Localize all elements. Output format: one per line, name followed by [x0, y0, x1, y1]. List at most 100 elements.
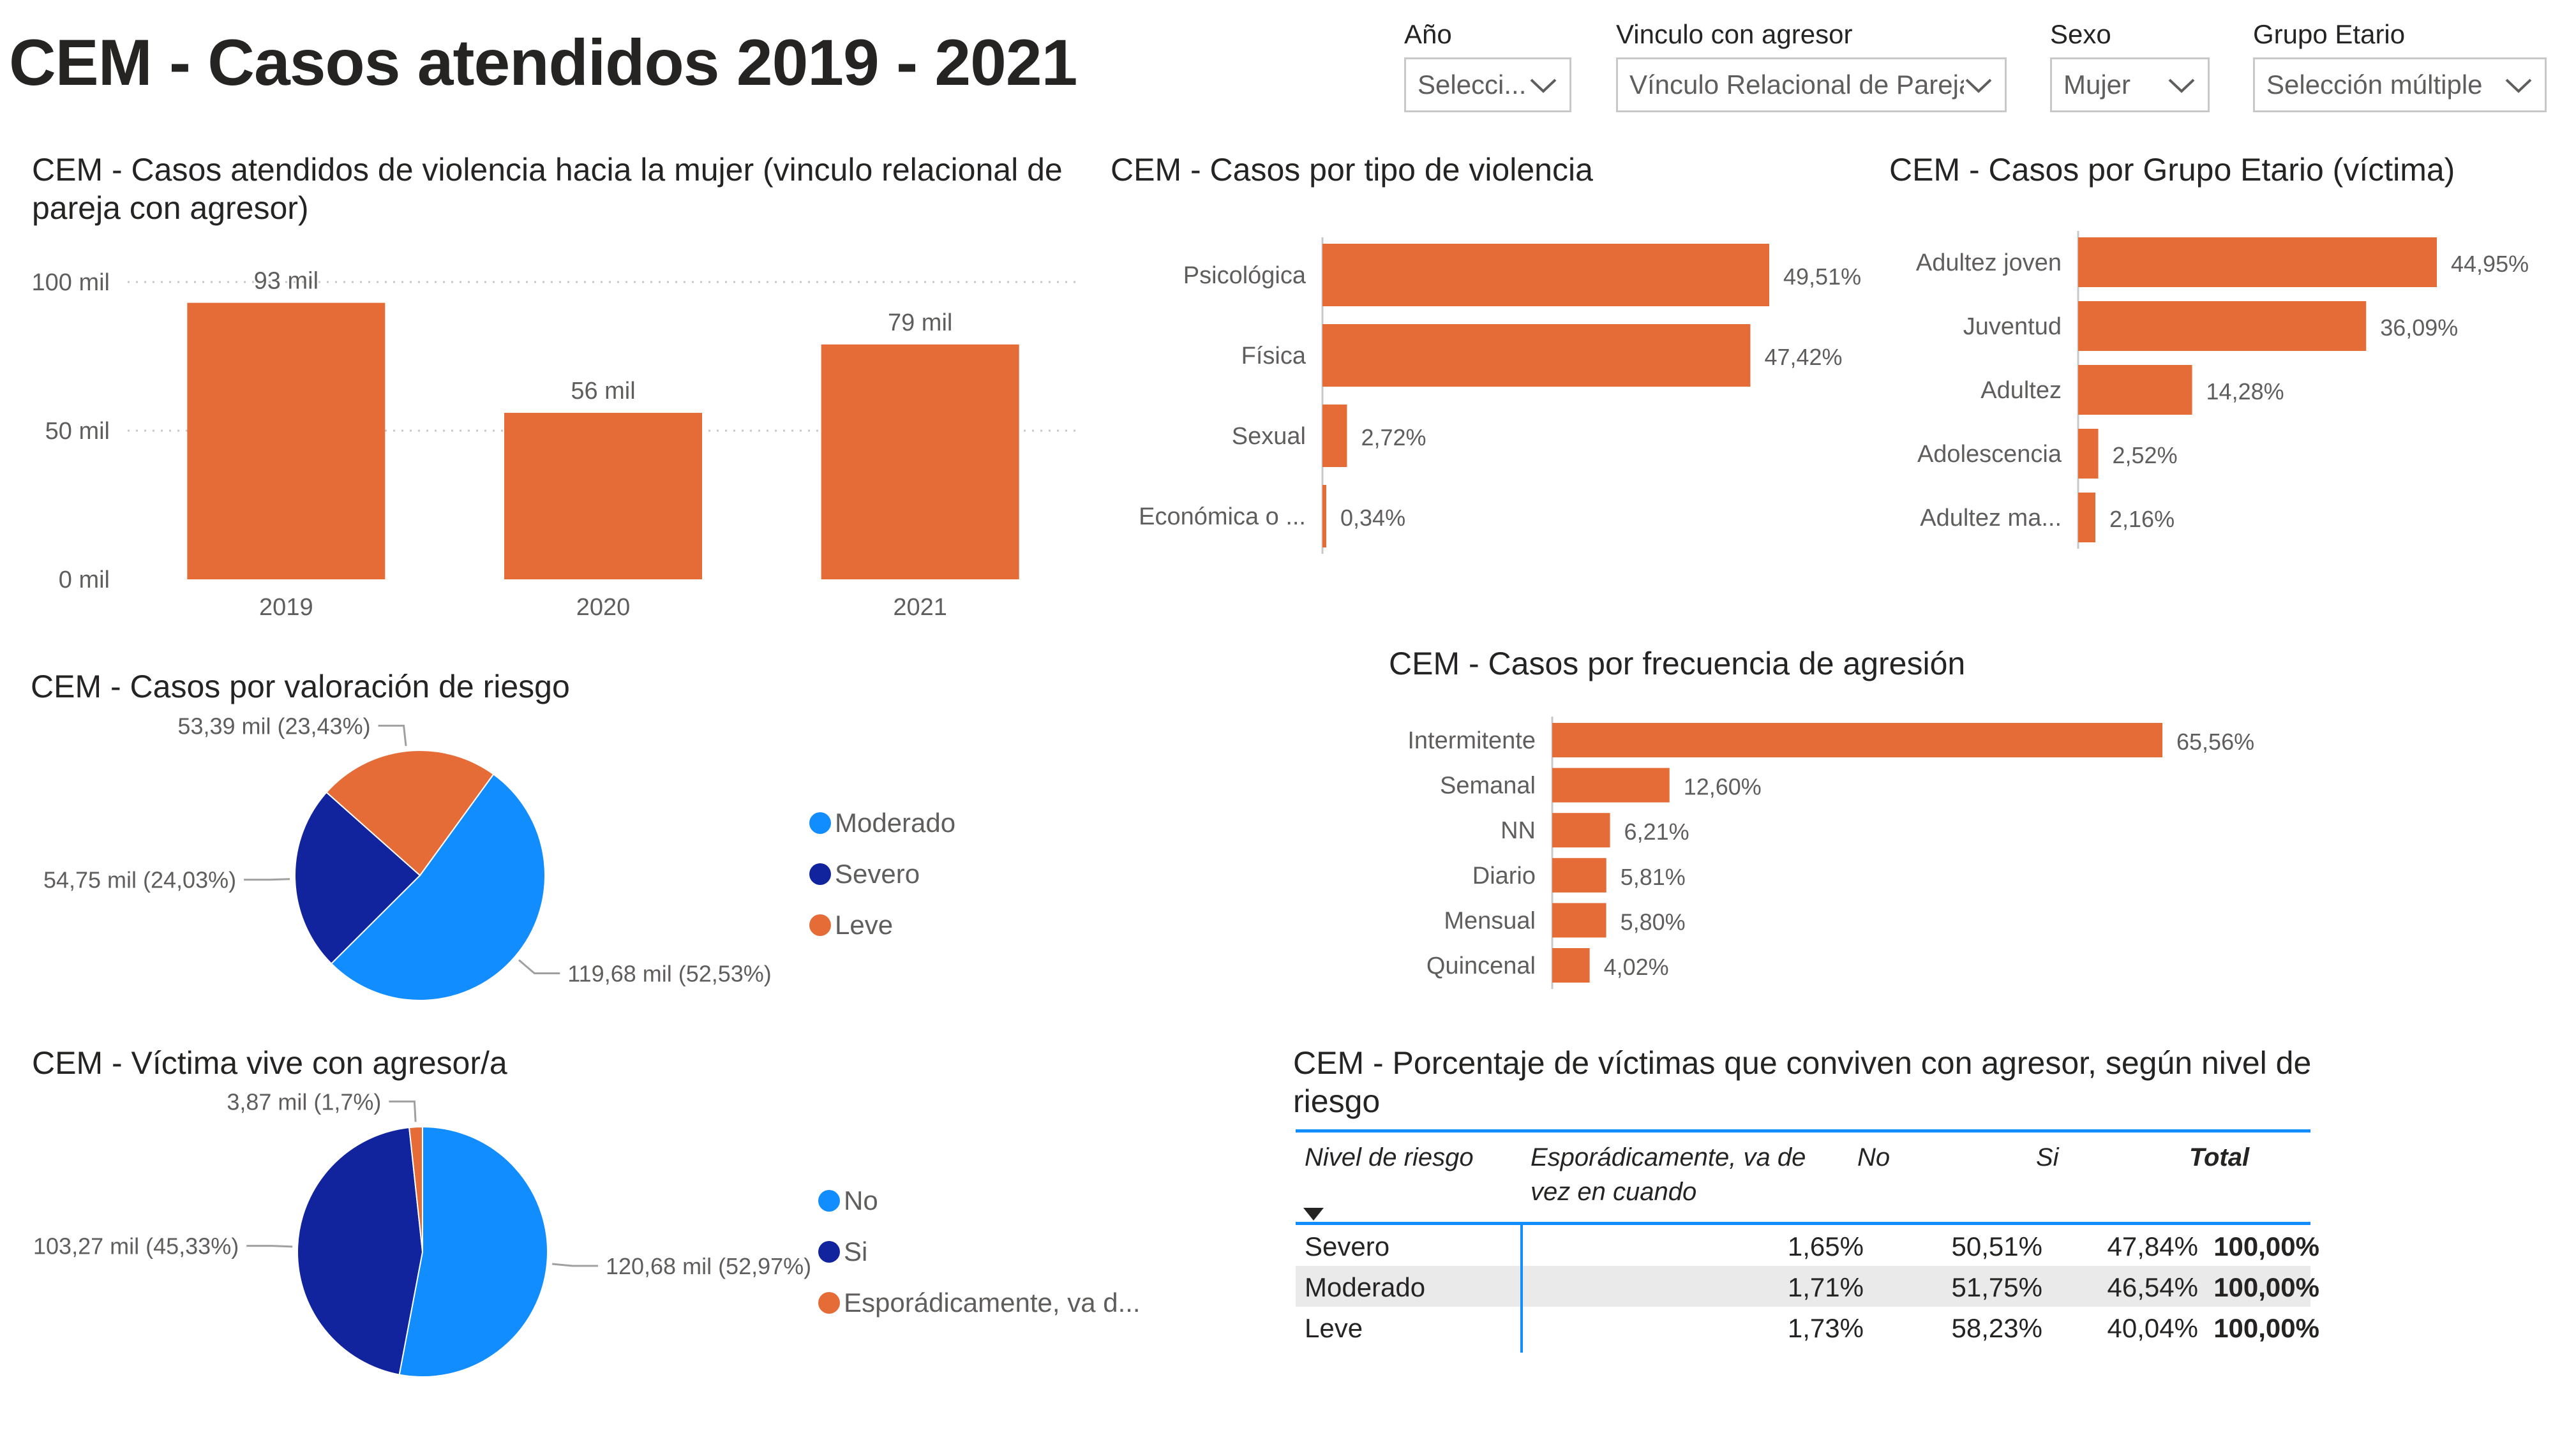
table-cell: 100,00%	[2213, 1231, 2319, 1261]
legend-item-severo[interactable]: Severo	[809, 849, 955, 900]
data-label: 12,60%	[1684, 774, 1762, 800]
data-label: 120,68 mil (52,97%)	[606, 1253, 811, 1279]
data-label: 119,68 mil (52,53%)	[567, 960, 772, 986]
chart-title-etario: CEM - Casos por Grupo Etario (víctima)	[1889, 152, 2455, 188]
chart-title-tabla: CEM - Porcentaje de víctimas que convive…	[1293, 1045, 2312, 1119]
legend-item-leve[interactable]: Leve	[809, 900, 955, 951]
legend-item-esporadicamente[interactable]: Esporádicamente, va d...	[818, 1277, 1141, 1328]
x-tick-label: 2019	[259, 594, 313, 621]
data-label: 53,39 mil (23,43%)	[177, 713, 370, 739]
table-cell: Severo	[1305, 1231, 1390, 1261]
table-cell: 50,51%	[1951, 1231, 2042, 1261]
slicer-sexo: Sexo Mujer	[2050, 19, 2210, 112]
slicer-anio: Año Selecci...	[1404, 19, 1571, 112]
pie-slice-3	[326, 750, 495, 877]
pie-slice-2	[297, 1127, 424, 1376]
category-label: Intermitente	[1407, 727, 1536, 754]
chart-title-tipo: CEM - Casos por tipo de violencia	[1111, 152, 1593, 188]
data-label: 56 mil	[571, 378, 635, 405]
column-header-total[interactable]: Total	[2189, 1143, 2250, 1171]
bar-quincenal	[1552, 948, 1590, 983]
category-label: NN	[1501, 817, 1536, 844]
data-label: 2,52%	[2113, 442, 2178, 468]
chart-title-riesgo: CEM - Casos por valoración de riesgo	[31, 669, 570, 704]
legend-label: Severo	[835, 859, 920, 889]
category-label: Psicológica	[1183, 262, 1306, 289]
slicer-grupo-etario-dropdown[interactable]: Selección múltiple	[2253, 57, 2547, 112]
bar-adolescencia	[2078, 429, 2099, 479]
category-label: Adolescencia	[1917, 441, 2062, 468]
leader-line	[518, 959, 560, 974]
table-cell: Moderado	[1305, 1272, 1426, 1302]
data-label: 3,87 mil (1,7%)	[227, 1088, 381, 1115]
x-tick-label: 2021	[893, 594, 947, 621]
leader-line	[551, 1263, 598, 1267]
slicer-sexo-value: Mujer	[2063, 70, 2131, 100]
slicer-vinculo-label: Vinculo con agresor	[1616, 19, 1853, 49]
legend-label: Si	[844, 1237, 868, 1267]
table-cell: 100,00%	[2213, 1272, 2319, 1302]
pie-slice-3	[408, 1125, 423, 1252]
column-header-si[interactable]: Si	[2036, 1143, 2059, 1171]
category-label: Física	[1241, 343, 1306, 369]
legend-dot	[818, 1292, 840, 1314]
slicer-anio-dropdown[interactable]: Selecci...	[1404, 57, 1571, 112]
slicer-vinculo: Vinculo con agresor Vínculo Relacional d…	[1616, 19, 2007, 112]
y-tick-label: 100 mil	[32, 269, 110, 296]
slicer-grupo-etario-label: Grupo Etario	[2253, 19, 2406, 49]
data-label: 4,02%	[1604, 954, 1669, 980]
chart-title-anual: CEM - Casos atendidos de violencia hacia…	[32, 152, 1063, 226]
bar-adultez	[2078, 365, 2192, 415]
slicer-grupo-etario-value: Selección múltiple	[2266, 70, 2483, 100]
category-label: Sexual	[1232, 423, 1306, 450]
bar-psicol-gica	[1322, 244, 1769, 306]
slicer-anio-value: Selecci...	[1418, 70, 1527, 100]
legend-item-no[interactable]: No	[818, 1175, 1141, 1226]
leader-line	[246, 1245, 293, 1248]
slicer-sexo-dropdown[interactable]: Mujer	[2050, 57, 2210, 112]
legend-item-moderado[interactable]: Moderado	[809, 798, 955, 849]
table-cell: 100,00%	[2213, 1313, 2319, 1343]
bar-intermitente	[1552, 723, 2162, 757]
column-header-no[interactable]: No	[1857, 1143, 1890, 1171]
chart-title-convive: CEM - Víctima vive con agresor/a	[32, 1045, 507, 1081]
category-label: Económica o ...	[1139, 503, 1306, 530]
page-title: CEM - Casos atendidos 2019 - 2021	[9, 26, 1077, 99]
table-cell: 46,54%	[2107, 1272, 2198, 1302]
chevron-down-icon	[1530, 78, 1557, 93]
sort-desc-icon[interactable]	[1303, 1208, 1324, 1221]
y-tick-label: 0 mil	[59, 567, 110, 593]
data-label: 5,81%	[1621, 864, 1686, 890]
data-label: 49,51%	[1783, 264, 1861, 290]
slicer-grupo-etario: Grupo Etario Selección múltiple	[2253, 19, 2547, 112]
data-label: 2,72%	[1361, 424, 1426, 450]
chevron-down-icon	[1965, 78, 1992, 93]
y-tick-label: 50 mil	[45, 418, 110, 445]
legend-item-si[interactable]: Si	[818, 1226, 1141, 1277]
bar-semanal	[1552, 768, 1670, 803]
category-label: Juventud	[1963, 313, 2062, 340]
chevron-down-icon	[2505, 78, 2532, 93]
bar-econ-mica-o-	[1322, 485, 1326, 547]
data-label: 6,21%	[1624, 819, 1689, 845]
leader-line	[389, 1100, 417, 1122]
bar-adultez-ma-	[2078, 493, 2096, 542]
chevron-down-icon	[2168, 78, 2195, 93]
table-convive-riesgo: Nivel de riesgo Esporádicamente, va de v…	[1296, 1129, 2319, 1353]
column-header-nivel[interactable]: Nivel de riesgo	[1305, 1143, 1474, 1171]
table-cell: 40,04%	[2107, 1313, 2198, 1343]
chart-title-frecuencia: CEM - Casos por frecuencia de agresión	[1389, 646, 1966, 681]
slicer-vinculo-dropdown[interactable]: Vínculo Relacional de Pareja	[1616, 57, 2007, 112]
data-label: 47,42%	[1764, 344, 1842, 370]
column-header-esporadicamente[interactable]: Esporádicamente, va de vez en cuando	[1531, 1143, 1806, 1206]
leader-line	[244, 878, 290, 881]
bar-2021	[821, 344, 1019, 579]
data-label: 0,34%	[1340, 505, 1405, 531]
category-label: Semanal	[1440, 773, 1536, 799]
table-cell: 58,23%	[1951, 1313, 2042, 1343]
table-cell: 47,84%	[2107, 1231, 2198, 1261]
legend-dot	[809, 914, 831, 936]
data-label: 54,75 mil (24,03%)	[43, 867, 236, 893]
category-label: Adultez ma...	[1920, 505, 2062, 531]
